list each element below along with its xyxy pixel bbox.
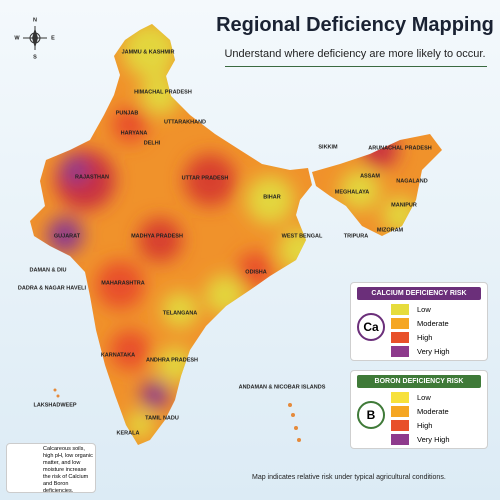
- state-label: HARYANA: [121, 130, 148, 136]
- legend-symbol: B: [357, 401, 385, 429]
- legend-swatch: [391, 346, 409, 357]
- legend-row: Low: [391, 304, 487, 315]
- legend-label: Low: [417, 305, 431, 314]
- state-label: SIKKIM: [318, 144, 338, 150]
- state-label: ANDHRA PRADESH: [146, 357, 198, 363]
- islands: [53, 388, 301, 442]
- state-label: TRIPURA: [344, 233, 368, 239]
- state-label: KARNATAKA: [101, 352, 135, 358]
- legend-swatch: [391, 406, 409, 417]
- state-label: MANIPUR: [391, 202, 417, 208]
- state-label: MAHARASHTRA: [101, 280, 144, 286]
- legend-row: Moderate: [391, 406, 487, 417]
- compass-w: W: [14, 35, 20, 41]
- legend-swatch: [391, 332, 409, 343]
- state-label: ANDAMAN & NICOBAR ISLANDS: [239, 384, 326, 390]
- compass-n: N: [33, 17, 37, 23]
- legend-swatch: [391, 434, 409, 445]
- legend-label: High: [417, 421, 433, 430]
- legend-symbol: Ca: [357, 313, 385, 341]
- state-label: MIZORAM: [377, 227, 404, 233]
- legend-label: Very High: [417, 347, 450, 356]
- legend-row: Moderate: [391, 318, 487, 329]
- state-label: JAMMU & KASHMIR: [122, 49, 175, 55]
- legend-swatch: [391, 304, 409, 315]
- note: Map indicates relative risk under typica…: [252, 474, 446, 481]
- title: Regional Deficiency Mapping: [216, 14, 494, 36]
- state-label: PUNJAB: [116, 110, 139, 116]
- legend-box: CALCIUM DEFICIENCY RISK Ca Low Moderate High…: [350, 282, 488, 361]
- divider: [225, 66, 487, 67]
- legend-swatch: [391, 420, 409, 431]
- legend-label: High: [417, 333, 433, 342]
- subtitle: Understand where deficiency are more lik…: [224, 48, 486, 60]
- state-label: DELHI: [144, 140, 161, 146]
- compass-e: E: [51, 35, 55, 41]
- state-label: DADRA & NAGAR HAVELI: [18, 285, 87, 291]
- legend-label: Moderate: [417, 319, 449, 328]
- legend-row: High: [391, 332, 487, 343]
- state-labels: JAMMU & KASHMIR HIMACHAL PRADESH PUNJAB UTT…: [18, 49, 432, 436]
- legend-label: Moderate: [417, 407, 449, 416]
- compass-s: S: [33, 54, 37, 60]
- state-label: HIMACHAL PRADESH: [134, 89, 192, 95]
- state-label: LAKSHADWEEP: [33, 402, 76, 408]
- state-label: GUJARAT: [54, 233, 81, 239]
- state-label: MADHYA PRADESH: [131, 233, 183, 239]
- legend-row: Low: [391, 392, 487, 403]
- state-label: UTTARAKHAND: [164, 119, 206, 125]
- legend-swatch: [391, 392, 409, 403]
- compass: N S E W: [14, 17, 55, 60]
- legend-title: BORON DEFICIENCY RISK: [357, 375, 481, 388]
- state-label: KERALA: [117, 430, 140, 436]
- legend-title: CALCIUM DEFICIENCY RISK: [357, 287, 481, 300]
- state-label: WEST BENGAL: [282, 233, 323, 239]
- footnote: Calcareous soils, high pH, low organic m…: [6, 443, 96, 494]
- legend-swatch: [391, 318, 409, 329]
- state-label: BIHAR: [263, 194, 280, 200]
- state-label: DAMAN & DIU: [30, 267, 67, 273]
- state-label: ARUNACHAL PRADESH: [368, 145, 431, 151]
- state-label: RAJASTHAN: [75, 174, 109, 180]
- legend-row: Very High: [391, 346, 487, 357]
- state-label: TELANGANA: [163, 310, 198, 316]
- state-label: ODISHA: [245, 269, 266, 275]
- legend-label: Low: [417, 393, 431, 402]
- legend-box: BORON DEFICIENCY RISK B Low Moderate High Ver…: [350, 370, 488, 449]
- state-label: NAGALAND: [396, 178, 427, 184]
- state-label: TAMIL NADU: [145, 415, 179, 421]
- state-label: MEGHALAYA: [335, 189, 369, 195]
- state-label: ASSAM: [360, 173, 380, 179]
- state-label: UTTAR PRADESH: [182, 175, 229, 181]
- legend-label: Very High: [417, 435, 450, 444]
- legend-row: Very High: [391, 434, 487, 445]
- legend-row: High: [391, 420, 487, 431]
